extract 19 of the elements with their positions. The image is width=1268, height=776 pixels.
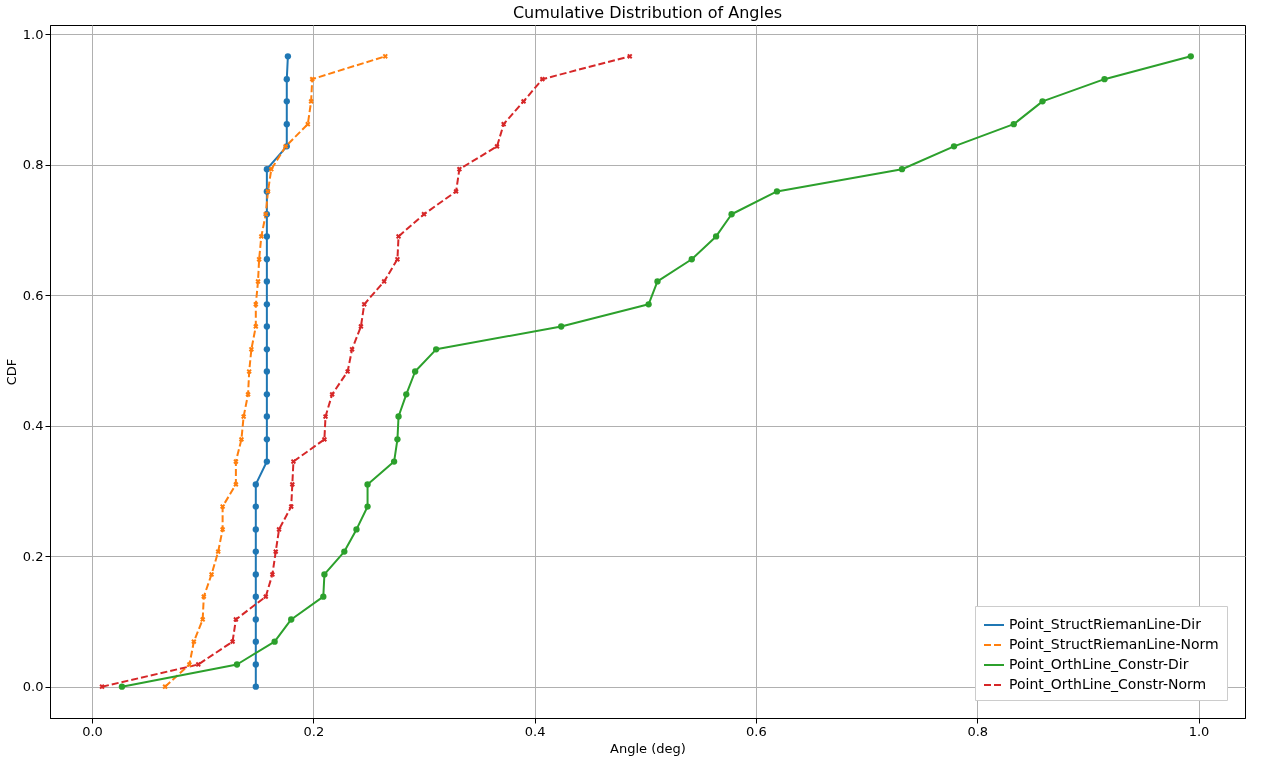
x-tick-label: 0.0 [82, 723, 103, 739]
y-tick-label: 0.2 [22, 548, 44, 564]
legend-label: Point_StructRiemanLine-Norm [1009, 636, 1219, 652]
chart-title: Cumulative Distribution of Angles [512, 3, 783, 22]
legend-label: Point_StructRiemanLine-Dir [1009, 616, 1202, 632]
x-tick-label: 0.8 [967, 723, 989, 739]
legend-label: Point_OrthLine_Constr-Norm [1009, 676, 1207, 692]
x-tick-label: 0.6 [746, 723, 767, 739]
y-axis-title: CDF [3, 358, 19, 386]
legend-label: Point_OrthLine_Constr-Dir [1009, 656, 1189, 672]
y-tick-label: 0.4 [22, 418, 44, 434]
x-axis-title: Angle (deg) [610, 740, 686, 756]
x-tick-label: 0.2 [303, 723, 325, 739]
y-tick-label: 0.8 [22, 157, 44, 173]
y-tick-label: 1.0 [22, 26, 44, 42]
y-tick-label: 0.6 [22, 287, 44, 303]
x-tick-label: 1.0 [1188, 723, 1210, 739]
y-tick-label: 0.0 [22, 679, 44, 695]
x-tick-label: 0.4 [524, 723, 546, 739]
